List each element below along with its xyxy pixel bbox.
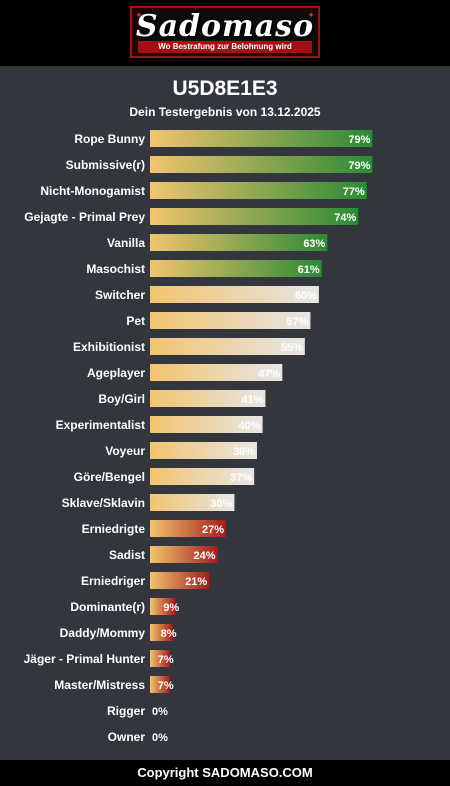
logo-corner-ornament-icon: ✦ xyxy=(307,10,315,20)
result-title: U5D8E1E3 xyxy=(172,77,278,100)
bar-category-label: Masochist xyxy=(86,262,145,276)
bar-category-label: Rigger xyxy=(107,704,145,718)
bar-category-label: Rope Bunny xyxy=(74,132,145,146)
bar-value-label: 7% xyxy=(158,654,174,666)
bar-value-label: 37% xyxy=(230,472,252,484)
bar-category-label: Sadist xyxy=(109,548,145,562)
site-logo[interactable]: ✦ ✦ Sadomaso Wo Bestrafung zur Belohnung… xyxy=(131,7,319,57)
bar-value-label: 74% xyxy=(334,212,356,224)
bar-category-label: Experimentalist xyxy=(56,418,145,432)
bar-category-label: Dominante(r) xyxy=(70,600,145,614)
result-bar-chart: Rope Bunny 79% Submissive(r) 79% Nicht-Monog… xyxy=(24,130,373,744)
bar-category-label: Sklave/Sklavin xyxy=(62,496,145,510)
result-bar xyxy=(150,416,263,433)
bar-category-label: Jäger - Primal Hunter xyxy=(24,652,146,666)
bar-value-label: 0% xyxy=(152,706,168,718)
result-bar xyxy=(150,234,328,251)
bar-value-label: 55% xyxy=(281,342,303,354)
result-bar xyxy=(150,624,173,641)
result-bar xyxy=(150,286,319,303)
result-bar xyxy=(150,650,170,667)
result-bar xyxy=(150,338,305,355)
bar-value-label: 38% xyxy=(233,446,255,458)
result-bar xyxy=(150,676,170,693)
bar-value-label: 30% xyxy=(210,498,232,510)
bar-category-label: Vanilla xyxy=(107,236,145,250)
result-bar xyxy=(150,520,227,537)
bar-value-label: 57% xyxy=(286,316,308,328)
result-bar xyxy=(150,598,176,615)
result-bar xyxy=(150,182,367,199)
bar-value-label: 21% xyxy=(185,576,207,588)
bar-category-label: Ageplayer xyxy=(87,366,145,380)
result-bar xyxy=(150,364,283,381)
bar-value-label: 47% xyxy=(258,368,280,380)
bar-value-label: 77% xyxy=(343,186,365,198)
result-bar xyxy=(150,312,311,329)
result-bar xyxy=(150,156,373,173)
bar-category-label: Switcher xyxy=(95,288,145,302)
bar-value-label: 79% xyxy=(348,134,370,146)
bar-value-label: 40% xyxy=(239,420,261,432)
bar-value-label: 41% xyxy=(241,394,263,406)
bar-value-label: 63% xyxy=(303,238,325,250)
bar-value-label: 60% xyxy=(295,290,317,302)
bar-value-label: 7% xyxy=(158,680,174,692)
result-bar xyxy=(150,468,255,485)
result-bar xyxy=(150,546,218,563)
result-bar xyxy=(150,494,235,511)
result-bar xyxy=(150,572,210,589)
site-footer: Copyright SADOMASO.COM xyxy=(0,760,450,786)
result-subtitle: Dein Testergebnis von 13.12.2025 xyxy=(129,105,321,119)
logo-title: Sadomaso xyxy=(135,9,315,44)
bar-category-label: Erniedriger xyxy=(81,574,145,588)
site-header: ✦ ✦ Sadomaso Wo Bestrafung zur Belohnung… xyxy=(0,0,450,66)
bar-category-label: Voyeur xyxy=(105,444,145,458)
result-bar xyxy=(150,208,359,225)
result-bar xyxy=(150,442,257,459)
bar-value-label: 0% xyxy=(152,732,168,744)
bar-category-label: Exhibitionist xyxy=(73,340,145,354)
bar-value-label: 24% xyxy=(194,550,216,562)
bar-category-label: Owner xyxy=(108,730,146,744)
bar-category-label: Göre/Bengel xyxy=(74,470,145,484)
bar-category-label: Erniedrigte xyxy=(82,522,146,536)
logo-corner-ornament-icon: ✦ xyxy=(135,10,143,20)
bar-category-label: Daddy/Mommy xyxy=(60,626,146,640)
bar-category-label: Boy/Girl xyxy=(98,392,145,406)
bar-category-label: Nicht-Monogamist xyxy=(40,184,145,198)
result-bar xyxy=(150,390,266,407)
bar-value-label: 9% xyxy=(163,602,179,614)
bar-value-label: 27% xyxy=(202,524,224,536)
logo-tagline: Wo Bestrafung zur Belohnung wird xyxy=(138,41,312,53)
bar-category-label: Pet xyxy=(126,314,145,328)
bar-value-label: 79% xyxy=(348,160,370,172)
result-bar xyxy=(150,130,373,147)
bar-category-label: Submissive(r) xyxy=(66,158,145,172)
bar-value-label: 61% xyxy=(298,264,320,276)
result-bar xyxy=(150,260,322,277)
bar-category-label: Master/Mistress xyxy=(54,678,145,692)
bar-category-label: Gejagte - Primal Prey xyxy=(24,210,145,224)
bar-value-label: 8% xyxy=(161,628,177,640)
